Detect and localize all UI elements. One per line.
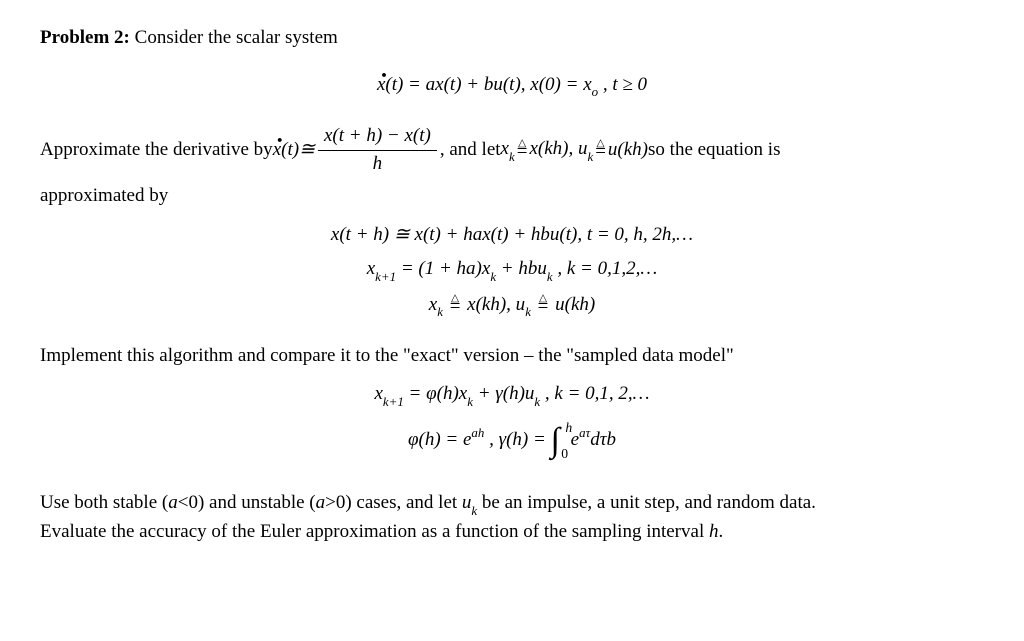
approx-derivative-line: Approximate the derivative by x(t) ≅ x(t… <box>40 126 984 175</box>
approx-text-a: Approximate the derivative by <box>40 136 273 165</box>
intro-text: Consider the scalar system <box>130 27 338 48</box>
xdot-term: x(t) <box>273 136 299 165</box>
fraction-numerator: x(t + h) − x(t) <box>318 126 437 151</box>
approximated-by: approximated by <box>40 182 984 211</box>
eqblock2-line1: xk+1 = φ(h)xk + γ(h)uk , k = 0,1, 2,… <box>40 380 984 409</box>
implement-line: Implement this algorithm and compare it … <box>40 342 984 371</box>
xdot-symbol: x <box>377 71 385 100</box>
cong-symbol: ≅ <box>299 136 315 165</box>
xk-def: xk <box>501 135 515 164</box>
problem-label: Problem 2: <box>40 27 130 48</box>
problem-header: Problem 2: Consider the scalar system <box>40 24 984 53</box>
eqblock2-line2: φ(h) = eah , γ(h) = ∫h0 eaτdτb <box>40 415 984 466</box>
integral-symbol: ∫h0 <box>551 415 560 466</box>
final-paragraph: Use both stable (a<0) and unstable (a>0)… <box>40 489 984 547</box>
derivative-fraction: x(t + h) − x(t) h <box>318 126 437 175</box>
equation-block-2: xk+1 = φ(h)xk + γ(h)uk , k = 0,1, 2,… φ(… <box>40 380 984 466</box>
approx-tail: so the equation is <box>648 136 780 165</box>
triangle-eq-icon: △= <box>517 141 528 157</box>
ukh-def: u(kh) <box>608 136 648 165</box>
eqblock1-line2: xk+1 = (1 + ha)xk + hbuk , k = 0,1,2,… <box>40 255 984 284</box>
approx-mid: , and let <box>440 136 501 165</box>
fraction-denominator: h <box>367 151 389 175</box>
equation-1: x(t) = ax(t) + bu(t), x(0) = xo , t ≥ 0 <box>40 71 984 100</box>
eqblock1-line3: xk △= x(kh), uk △= u(kh) <box>40 291 984 320</box>
eqblock1-line1: x(t + h) ≅ x(t) + hax(t) + hbu(t), t = 0… <box>40 221 984 250</box>
triangle-eq-icon: △= <box>595 141 606 157</box>
equation-block-1: x(t + h) ≅ x(t) + hax(t) + hbu(t), t = 0… <box>40 221 984 320</box>
xkh-def: x(kh), uk <box>529 135 593 164</box>
